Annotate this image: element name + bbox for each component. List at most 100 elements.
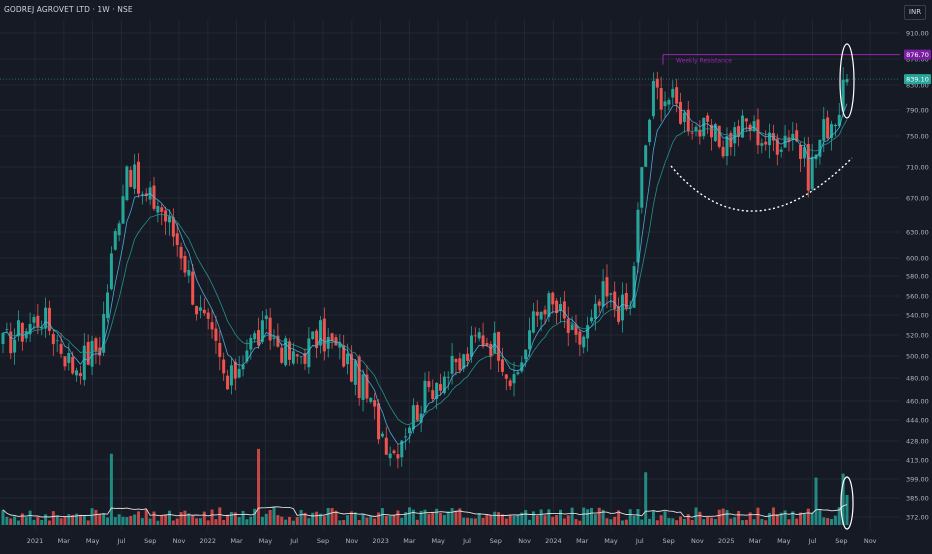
volume-bar [419, 510, 423, 525]
volume-bar [384, 515, 388, 525]
volume-bar [102, 513, 106, 525]
volume-bar [624, 519, 628, 525]
candle-body [276, 335, 280, 347]
resistance-label: Weekly Resistance [676, 58, 732, 65]
x-tick-label: Nov [864, 537, 877, 545]
candle-body [795, 130, 799, 142]
candle-body [369, 397, 373, 402]
candle-body [597, 301, 601, 306]
volume-bar [516, 515, 520, 525]
candle-body [133, 164, 137, 189]
x-tick-label: May [431, 537, 445, 545]
x-tick-label: Mar [403, 537, 416, 545]
volume-bar [690, 519, 694, 525]
candle-body [32, 317, 36, 323]
candle-body [125, 166, 129, 201]
volume-bar [543, 515, 547, 525]
price-axis[interactable]: 910.00870.00830.00790.00750.00710.00670.… [906, 30, 929, 522]
volume-bar [528, 519, 532, 525]
volume-bar [121, 516, 125, 525]
volume-bar [411, 509, 415, 525]
volume-bar [768, 513, 772, 525]
candle-body [307, 338, 311, 368]
grid-lines [0, 20, 900, 530]
volume-bar [322, 516, 326, 525]
volume-bar [489, 515, 493, 525]
candle-body [477, 332, 481, 339]
candle-body [694, 126, 698, 131]
volume-bar [222, 520, 226, 525]
volume-bar [264, 513, 268, 525]
candle-body [346, 353, 350, 365]
candle-body [826, 117, 830, 139]
volume-bar [257, 448, 261, 525]
volume-bar [787, 519, 791, 525]
volume-bar [485, 515, 489, 525]
candle-body [485, 343, 489, 346]
y-tick-label: 480.00 [906, 375, 929, 383]
volume-bar [655, 520, 659, 525]
cup-pattern-curve [670, 157, 853, 212]
y-tick-label: 460.00 [906, 398, 929, 406]
volume-bar [156, 520, 160, 525]
candle-body [756, 119, 760, 146]
volume-bar [613, 516, 617, 525]
volume-bar [415, 519, 419, 525]
candle-body [547, 293, 551, 317]
candle-body [806, 144, 810, 191]
volume-bar [466, 517, 470, 525]
price-badge-resistance: 876.70 [904, 49, 931, 60]
volume-bar [427, 513, 431, 525]
volume-bar [40, 519, 44, 525]
candle-body [268, 317, 272, 341]
ema-fast-line [2, 103, 848, 445]
time-axis[interactable]: 2021 Mar May Jul Sep Nov 2022 Mar May Jul Sep Nov 20… [27, 537, 877, 545]
candle-body [578, 331, 582, 345]
candle-body [380, 433, 384, 437]
volume-bar [361, 513, 365, 525]
candle-body [760, 143, 764, 146]
candle-body [748, 124, 752, 131]
candle-body [90, 340, 94, 367]
volume-bar [775, 514, 779, 525]
candle-body [195, 306, 199, 315]
price-badge-resistance-value: 876.70 [906, 51, 929, 59]
currency-button[interactable]: INR [904, 5, 926, 20]
candle-body [299, 356, 303, 358]
candle-body [28, 323, 32, 335]
y-tick-label: 750.00 [906, 133, 929, 141]
candle-body [644, 145, 648, 167]
y-tick-label: 444.00 [906, 417, 929, 425]
candle-body [528, 330, 532, 350]
y-tick-label: 399.00 [906, 476, 929, 484]
candle-body [63, 356, 67, 367]
volume-bar [311, 512, 315, 525]
volume-bar [71, 514, 75, 525]
volume-bar [830, 518, 834, 525]
candle-body [129, 170, 133, 187]
volume-bar [152, 511, 156, 525]
candle-body [272, 337, 276, 339]
volume-bar [458, 508, 462, 525]
candle-body [44, 307, 48, 329]
candle-body [586, 325, 590, 339]
candle-body [706, 115, 710, 122]
candle-body [481, 335, 485, 347]
candle-body [721, 146, 725, 157]
volume-bar [365, 517, 369, 525]
volume-bar [140, 518, 144, 525]
volume-bar [605, 518, 609, 525]
candle-body [628, 307, 632, 309]
volume-bar [698, 511, 702, 525]
candle-body [384, 437, 388, 455]
candle-body [388, 453, 392, 459]
volume-bar [287, 516, 291, 525]
volume-bar [229, 511, 233, 525]
volume-bar [791, 511, 795, 525]
candle-body [651, 80, 655, 117]
volume-bar [210, 509, 214, 525]
candle-body [237, 368, 241, 378]
candle-body [295, 354, 299, 357]
